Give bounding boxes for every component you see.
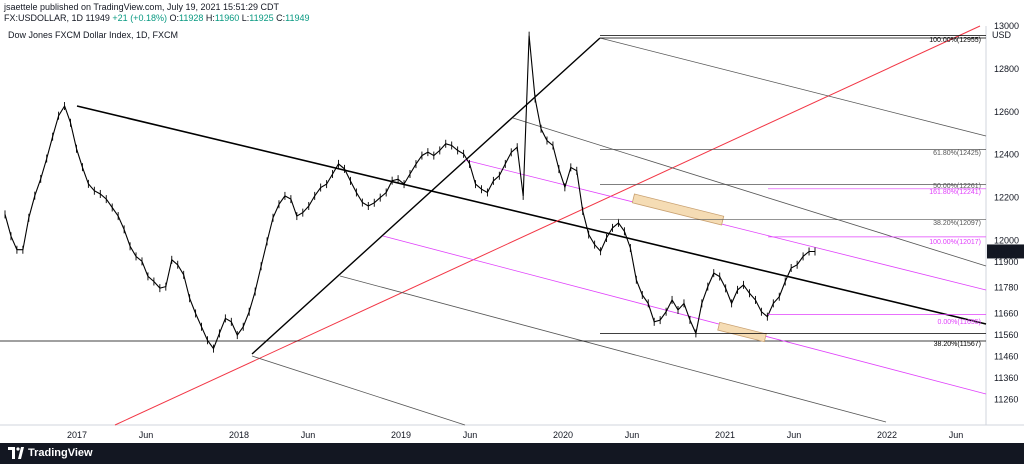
publish-header: jsaettele published on TradingView.com, … bbox=[0, 0, 1024, 26]
time-tick-label: Jun bbox=[625, 430, 640, 440]
magenta-channel-upper bbox=[464, 159, 987, 291]
fib-level-label: 100.00%(12955) bbox=[929, 37, 981, 44]
major-downtrend-line bbox=[76, 105, 987, 325]
time-tick-label: 2018 bbox=[229, 430, 249, 440]
chart-subtitle: Dow Jones FXCM Dollar Index, 1D, FXCM bbox=[8, 30, 179, 40]
price-chart[interactable]: 13000 12800 12600 12400 12200 12000 11900 11780… bbox=[0, 0, 1024, 443]
ohlc-high-value: 11960 bbox=[214, 13, 240, 23]
pitchfork-lower-median bbox=[339, 275, 887, 423]
price-tick-label: 12400 bbox=[994, 150, 1019, 160]
fib-levels: 100.00%(12955) 61.80%(12425) 50.00%(12261)… bbox=[600, 35, 986, 348]
price-tick-label: 11460 bbox=[994, 351, 1018, 361]
change-value: +21 (+0.18%) bbox=[112, 13, 167, 23]
price-axis[interactable]: 13000 12800 12600 12400 12200 12000 11900 11780… bbox=[992, 21, 1019, 404]
tradingview-logo-icon bbox=[8, 447, 24, 459]
ohlc-low-value: 11925 bbox=[249, 13, 274, 23]
price-tick-label: 12000 bbox=[994, 236, 1019, 246]
fib-level-label: 161.80%(12241) bbox=[929, 189, 981, 196]
chart-drawings bbox=[0, 25, 987, 426]
fib-level-label: 38.20%(12097) bbox=[933, 220, 981, 227]
time-tick-label: Jun bbox=[787, 430, 802, 440]
last-value: 11949 bbox=[85, 13, 110, 23]
pitchfork-upper-median bbox=[512, 117, 987, 267]
time-tick-label: 2019 bbox=[391, 430, 411, 440]
price-tick-label: 13000 bbox=[994, 21, 1019, 31]
time-tick-label: 2021 bbox=[715, 430, 735, 440]
pitchfork-upper-rail bbox=[599, 37, 987, 137]
ohlc-close-label: C: bbox=[276, 13, 286, 23]
price-tick-label: 11560 bbox=[994, 330, 1018, 340]
price-tick-label: 12600 bbox=[994, 107, 1019, 117]
fib-level-label: 0.00%(11655) bbox=[938, 319, 981, 326]
symbol-line: FX:USDOLLAR, 1D 11949 +21 (+0.18%) O:119… bbox=[4, 13, 310, 23]
price-tick-label: 11780 bbox=[994, 283, 1018, 293]
price-tick-label: 11900 bbox=[994, 257, 1018, 267]
last-price-value: 11949 bbox=[991, 246, 1015, 256]
price-tick-label: 11260 bbox=[994, 394, 1018, 404]
currency-label: USD bbox=[992, 30, 1012, 40]
footer-brand: TradingView bbox=[28, 447, 93, 459]
time-tick-label: 2022 bbox=[877, 430, 897, 440]
ohlc-open-value: 11928 bbox=[179, 13, 204, 23]
symbol-label: FX:USDOLLAR, 1D bbox=[4, 13, 84, 23]
time-tick-label: Jun bbox=[139, 430, 154, 440]
magenta-channel-lower bbox=[382, 235, 987, 395]
time-tick-label: Jun bbox=[463, 430, 478, 440]
fib-level-label: 61.80%(12425) bbox=[933, 150, 981, 157]
fib-level-label: 50.00%(12261) bbox=[933, 183, 981, 190]
fib-level-label: 38.20%(11567) bbox=[934, 341, 981, 348]
support-zone bbox=[717, 321, 767, 343]
chart-background bbox=[0, 0, 1024, 443]
publisher-line: jsaettele published on TradingView.com, … bbox=[4, 2, 280, 12]
time-tick-label: Jun bbox=[301, 430, 316, 440]
price-tick-label: 12200 bbox=[994, 193, 1019, 203]
ohlc-close-value: 11949 bbox=[285, 13, 310, 23]
time-tick-label: 2020 bbox=[553, 430, 573, 440]
time-tick-label: 2017 bbox=[67, 430, 87, 440]
tradingview-footer: TradingView bbox=[0, 443, 1024, 464]
fib-level-label: 100.00%(12017) bbox=[929, 239, 981, 246]
ohlc-low-label: L: bbox=[241, 13, 250, 23]
last-price-badge: 11949 bbox=[987, 244, 1024, 259]
price-tick-label: 11660 bbox=[994, 308, 1018, 318]
price-tick-label: 12800 bbox=[994, 64, 1019, 74]
pitchfork-handle-line bbox=[251, 37, 601, 355]
last-price-box bbox=[987, 244, 1024, 259]
price-tick-label: 11360 bbox=[994, 373, 1018, 383]
ohlc-high-label: H: bbox=[205, 13, 215, 23]
resistance-zone bbox=[631, 193, 725, 226]
pitchfork-lower-rail bbox=[251, 355, 466, 426]
time-tick-label: Jun bbox=[949, 430, 964, 440]
price-series bbox=[4, 31, 816, 353]
time-axis[interactable]: 2017 Jun 2018 Jun 2019 Jun 2020 Jun 2021 Jun 2022 J… bbox=[67, 430, 963, 440]
ohlc-open-label: O: bbox=[169, 13, 179, 23]
